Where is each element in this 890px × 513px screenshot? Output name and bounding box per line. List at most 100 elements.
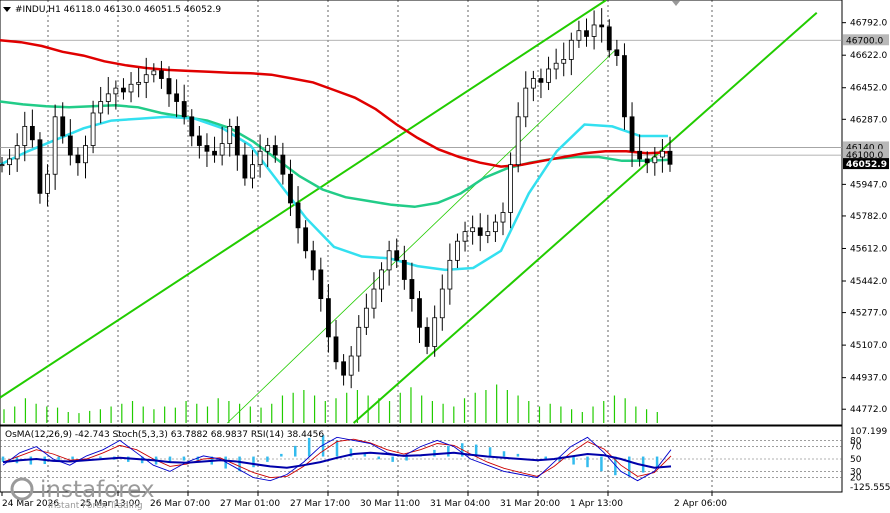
candle-body <box>326 298 331 338</box>
stoch-main-line <box>2 436 672 482</box>
candle-body <box>576 30 582 41</box>
price-label-text: 46700.0 <box>846 36 883 46</box>
moving-averages <box>0 39 669 272</box>
indicator-tick-label: 50 <box>850 455 862 465</box>
watermark-logo: instaforex Instant Forex Trading <box>10 477 155 511</box>
candle-body <box>409 279 415 300</box>
candle-body <box>257 150 263 166</box>
candle-body <box>174 93 179 102</box>
time-axis: 24 Mar 2026 25 Mar 13:00 26 Mar 07:00 27 Ma… <box>1 492 727 509</box>
candle-body <box>447 259 453 290</box>
candle-body <box>14 145 20 160</box>
candle-body <box>455 240 460 261</box>
indicator-header: OsMA(12,26,9) -42.743 Stoch(5,3,3) 63.78… <box>5 430 324 440</box>
price-label-box <box>843 158 889 170</box>
candle-body <box>356 326 362 357</box>
price-label-box <box>843 149 889 161</box>
candle-body <box>143 74 149 83</box>
candle-body <box>599 24 605 28</box>
candle-body <box>128 83 134 93</box>
candle-body <box>363 307 369 328</box>
price-tick-label: 46287.0 <box>850 115 887 125</box>
trend-channel[interactable] <box>0 0 818 424</box>
candle-body <box>75 154 81 164</box>
candle-body <box>113 87 119 95</box>
candle-body <box>204 145 210 152</box>
time-tick-label: 24 Mar 2026 <box>2 499 59 509</box>
rsi-line <box>2 451 672 469</box>
candle-body <box>37 139 43 194</box>
candle-body <box>644 158 650 164</box>
price-tick-label: 46792.0 <box>850 19 887 29</box>
candle-body <box>310 250 316 271</box>
candle-body <box>333 336 339 363</box>
candle-body <box>462 231 468 242</box>
candle-body <box>606 26 612 51</box>
candle-body <box>470 227 476 233</box>
candle-body <box>493 221 498 233</box>
candle-body <box>530 78 536 89</box>
indicator-tick-label: -125.555 <box>850 483 890 493</box>
candle-body <box>318 269 324 300</box>
channel-line <box>0 0 607 399</box>
candle-body <box>553 62 559 70</box>
channel-line <box>227 50 615 424</box>
candle-body <box>90 112 96 146</box>
candle-body <box>227 125 233 145</box>
candle-body <box>432 317 438 347</box>
candle-body <box>424 326 430 347</box>
price-panel-frame <box>0 0 843 426</box>
symbol-header: #INDU,H1 46118.0 46130.0 46051.5 46052.9 <box>15 5 221 15</box>
candle-body <box>45 173 50 194</box>
price-label-text: 46052.9 <box>846 160 887 170</box>
price-label-box <box>843 34 889 46</box>
candle-body <box>485 231 491 236</box>
candle-body <box>67 135 73 156</box>
candle-body <box>212 150 217 156</box>
grid-lines <box>0 0 842 492</box>
price-tick-label: 44937.0 <box>850 374 887 384</box>
candle-body <box>660 150 665 158</box>
ma-cyan-line <box>0 115 668 272</box>
candle-body <box>561 59 567 64</box>
candle-body <box>500 212 506 223</box>
candle-body <box>98 101 104 114</box>
candle-body <box>151 70 157 76</box>
candle-body <box>303 227 309 252</box>
time-tick-label: 30 Mar 11:00 <box>360 499 420 509</box>
candle-body <box>280 154 286 175</box>
candle-body <box>83 145 88 164</box>
candle-body <box>60 116 66 137</box>
candle-body <box>637 150 643 160</box>
candle-body <box>508 164 513 213</box>
price-axis: 46792.0 46622.0 46452.0 46287.0 45947.0 45782… <box>842 19 890 493</box>
candle-body <box>591 24 597 37</box>
candle-body <box>196 135 202 146</box>
candle-body <box>622 55 627 118</box>
candle-body <box>22 125 28 146</box>
candle-body <box>348 355 354 376</box>
price-tick-label: 45277.0 <box>850 309 887 319</box>
shift-marker-icon[interactable] <box>672 1 680 6</box>
time-tick-label: 26 Mar 07:00 <box>150 499 210 509</box>
price-tick-label: 44772.0 <box>850 405 887 415</box>
time-tick-label: 31 Mar 20:00 <box>500 499 560 509</box>
candle-body <box>614 49 620 56</box>
candle-body <box>189 116 195 137</box>
price-tick-label: 45782.0 <box>850 212 887 222</box>
candle-body <box>29 125 35 141</box>
candle-body <box>166 78 172 95</box>
candle-body <box>584 30 589 37</box>
candle-body <box>234 125 240 156</box>
candle-body <box>371 288 377 309</box>
time-tick-label: 25 Mar 13:00 <box>80 499 140 509</box>
candle-body <box>250 164 255 179</box>
watermark-tagline: Instant Forex Trading <box>48 501 143 511</box>
candle-body <box>181 101 187 118</box>
candle-body <box>477 227 483 236</box>
candle-body <box>667 150 673 165</box>
candle-body <box>7 158 12 166</box>
dropdown-arrow-icon[interactable] <box>3 7 11 12</box>
candle-body <box>52 116 58 175</box>
